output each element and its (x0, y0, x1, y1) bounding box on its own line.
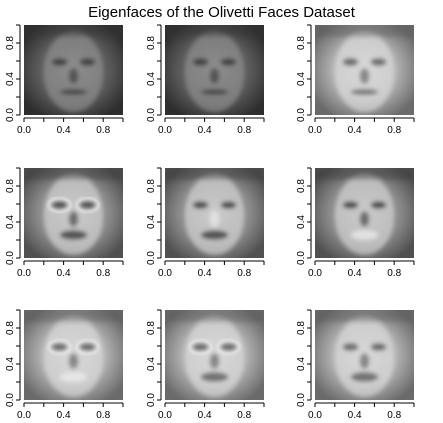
x-tick-label: 0.4 (348, 125, 362, 136)
y-tick-label: 0.4 (296, 72, 307, 86)
y-tick-label: 0.4 (296, 357, 307, 371)
x-tick-label: 0.4 (198, 268, 212, 279)
x-tick-label: 0.0 (17, 410, 31, 421)
eigenface-image-1 (24, 25, 123, 115)
eigenface-panel-9: 0.0 0.4 0.8 0.0 0.4 0.8 (296, 309, 415, 421)
eigenface-image-6 (315, 168, 414, 258)
x-tick-label: 0.8 (237, 410, 251, 421)
x-tick-label: 0.4 (57, 125, 71, 136)
y-tick-label: 0.4 (146, 357, 157, 371)
y-tick-label: 0.4 (146, 72, 157, 86)
x-tick-label: 0.4 (57, 268, 71, 279)
y-tick-label: 0.8 (5, 321, 16, 335)
eigenface-panel-1: 0.0 0.4 0.8 0.0 0.4 0.8 (5, 24, 124, 136)
y-tick-label: 0.0 (5, 393, 16, 407)
eigenface-panel-7: 0.0 0.4 0.8 0.0 0.4 0.8 (5, 309, 124, 421)
x-tick-label: 0.0 (308, 125, 322, 136)
y-tick-label: 0.4 (296, 215, 307, 229)
x-tick-label: 0.0 (158, 410, 172, 421)
eigenface-image-4 (24, 168, 123, 258)
x-tick-label: 0.0 (308, 268, 322, 279)
y-tick-label: 0.8 (5, 36, 16, 50)
y-tick-label: 0.0 (146, 393, 157, 407)
y-tick-label: 0.8 (296, 179, 307, 193)
eigenface-image-8 (165, 310, 264, 400)
x-tick-label: 0.0 (17, 268, 31, 279)
x-tick-label: 0.0 (158, 268, 172, 279)
y-tick-label: 0.4 (5, 72, 16, 86)
x-tick-label: 0.4 (348, 410, 362, 421)
eigenface-panel-8: 0.0 0.4 0.8 0.0 0.4 0.8 (146, 309, 265, 421)
eigenface-panel-6: 0.0 0.4 0.8 0.0 0.4 0.8 (296, 167, 415, 279)
eigenface-panel-3: 0.0 0.4 0.8 0.0 0.4 0.8 (296, 24, 415, 136)
eigenface-panel-5: 0.0 0.4 0.8 0.0 0.4 0.8 (146, 167, 265, 279)
panels-grid: 0.0 0.4 0.80.00.40.80.0 0.4 0.80.00.40.80.0 0… (5, 24, 415, 421)
x-tick-label: 0.8 (96, 410, 110, 421)
x-tick-label: 0.4 (57, 410, 71, 421)
y-tick-label: 0.8 (146, 36, 157, 50)
x-tick-label: 0.0 (308, 410, 322, 421)
eigenface-image-7 (24, 310, 123, 400)
eigenface-image-3 (315, 25, 414, 115)
y-tick-label: 0.0 (146, 108, 157, 122)
y-tick-label: 0.0 (5, 251, 16, 265)
x-tick-label: 0.4 (348, 268, 362, 279)
x-tick-label: 0.0 (158, 125, 172, 136)
y-tick-label: 0.8 (296, 321, 307, 335)
y-tick-label: 0.8 (146, 321, 157, 335)
y-tick-label: 0.8 (5, 179, 16, 193)
x-tick-label: 0.8 (387, 410, 401, 421)
y-tick-label: 0.0 (5, 108, 16, 122)
y-tick-label: 0.0 (296, 393, 307, 407)
eigenface-panel-4: 0.0 0.4 0.8 0.0 0.4 0.8 (5, 167, 124, 279)
x-tick-label: 0.8 (96, 268, 110, 279)
x-tick-label: 0.8 (96, 125, 110, 136)
x-tick-label: 0.8 (387, 125, 401, 136)
chart-title: Eigenfaces of the Olivetti Faces Dataset (88, 4, 356, 21)
x-tick-label: 0.8 (237, 125, 251, 136)
eigenface-image-2 (165, 25, 264, 115)
x-tick-label: 0.8 (387, 268, 401, 279)
y-tick-label: 0.0 (146, 251, 157, 265)
y-tick-label: 0.0 (296, 108, 307, 122)
y-tick-label: 0.8 (146, 179, 157, 193)
x-tick-label: 0.4 (198, 410, 212, 421)
eigenface-image-9 (315, 310, 414, 400)
y-tick-label: 0.4 (146, 215, 157, 229)
y-tick-label: 0.0 (296, 251, 307, 265)
y-tick-label: 0.4 (5, 357, 16, 371)
eigenface-image-5 (165, 168, 264, 258)
x-tick-label: 0.4 (198, 125, 212, 136)
y-tick-label: 0.4 (5, 215, 16, 229)
x-tick-label: 0.0 (17, 125, 31, 136)
y-tick-label: 0.8 (296, 36, 307, 50)
eigenface-panel-2: 0.0 0.4 0.8 0.0 0.4 0.8 (146, 24, 265, 136)
x-tick-label: 0.8 (237, 268, 251, 279)
